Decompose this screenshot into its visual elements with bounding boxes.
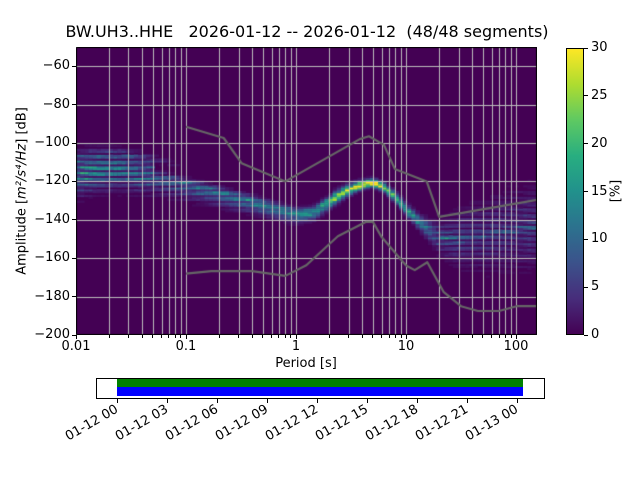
x-axis-minor-tick [458,335,460,338]
x-axis-minor-tick [218,335,220,338]
colorbar-tick-label: 15 [591,183,608,199]
timeline-tick-label: 01-12 06 [162,402,221,445]
timeline-tick-label: 01-12 18 [362,402,421,445]
colorbar-tick-label: 25 [591,87,608,103]
colorbar-tick-label: 0 [591,327,600,342]
coverage-data-bar [117,379,523,387]
y-axis-tick [72,296,76,298]
x-axis-major-tick [295,335,297,339]
chart-title: BW.UH3..HHE 2026-01-12 -- 2026-01-12 (48… [65,22,549,41]
y-axis-tick-label: −160 [34,250,70,266]
x-axis-tick-label: 1 [291,339,301,354]
x-axis-tick-label: 0.01 [61,339,91,354]
y-axis-tick-label: −100 [34,135,70,150]
x-axis-minor-tick [284,335,286,338]
timeline-tick-label: 01-12 15 [312,402,371,445]
y-axis-tick [72,65,76,67]
x-axis-minor-tick [388,335,390,338]
colorbar-tick [584,238,588,240]
x-axis-major-tick [185,335,187,339]
timeline-tick [266,399,268,403]
timeline-tick-label: 01-12 03 [112,402,171,445]
x-axis-minor-tick [400,335,402,338]
y-axis-tick [72,180,76,182]
x-axis-major-tick [75,335,77,339]
x-axis-minor-tick [491,335,493,338]
x-axis-minor-tick [161,335,163,338]
x-axis-minor-tick [251,335,253,338]
ppsd-heatmap-plot [76,47,537,335]
colorbar-tick [584,191,588,192]
x-axis-minor-tick [238,335,239,338]
timeline-tick-label: 01-12 12 [262,402,321,445]
y-axis-tick [72,219,76,221]
x-axis-tick-label: 10 [397,339,415,354]
colorbar-tick-label: 5 [591,279,600,295]
timeline-tick-label: 01-12 21 [412,402,471,445]
x-axis-minor-tick [482,335,484,338]
x-axis-minor-tick [394,335,396,338]
y-axis-tick [72,104,76,106]
x-axis-major-tick [405,335,407,339]
colorbar-tick-label: 30 [591,40,608,55]
x-axis-minor-tick [471,335,473,338]
timeline-tick [516,399,518,403]
x-axis-label: Period [s] [275,356,337,371]
timeline-tick [216,399,218,403]
x-axis-minor-tick [278,335,280,338]
x-axis-minor-tick [271,335,273,338]
y-axis-tick-label: −180 [34,288,70,304]
colorbar-tick [584,95,588,97]
x-axis-minor-tick [361,335,363,338]
x-axis-minor-tick [510,335,512,338]
y-axis-tick [72,334,76,336]
x-axis-minor-tick [108,335,110,338]
x-axis-minor-tick [174,335,176,338]
colorbar-tick [584,334,588,336]
timeline-tick [116,399,118,403]
timeline-tick [416,399,418,403]
colorbar-tick [584,47,588,49]
timeline-tick [466,399,468,403]
x-axis-minor-tick [372,335,374,338]
x-axis-minor-tick [168,335,170,338]
y-axis-tick-label: −140 [34,211,70,227]
colorbar [566,48,584,335]
colorbar-label: [%] [608,179,624,203]
x-axis-tick-label: 100 [503,339,529,354]
x-axis-minor-tick [180,335,182,338]
x-axis-minor-tick [152,335,154,338]
colorbar-tick-label: 20 [591,135,608,151]
x-axis-major-tick [515,335,517,339]
timeline-tick [366,399,368,403]
x-axis-minor-tick [348,335,350,338]
y-axis-tick [72,257,76,259]
timeline-tick-label: 01-13 00 [462,402,521,445]
x-axis-minor-tick [262,335,264,338]
timeline-tick [166,399,168,403]
y-axis-tick-label: −60 [42,58,70,74]
y-axis-label-units: m²/s⁴/Hz [14,143,30,199]
x-axis-minor-tick [381,335,383,338]
x-axis-minor-tick [290,335,292,338]
y-axis-tick-label: −80 [42,96,70,112]
x-axis-minor-tick [328,335,330,338]
x-axis-minor-tick [127,335,129,338]
colorbar-tick [584,286,588,288]
colorbar-tick-label: 10 [591,231,608,247]
y-axis-tick-label: −200 [34,327,70,342]
y-axis-tick-label: −120 [34,173,70,189]
x-axis-minor-tick [504,335,506,338]
x-axis-minor-tick [438,335,440,338]
x-axis-minor-tick [141,335,143,338]
y-axis-tick [72,142,76,144]
x-axis-minor-tick [498,335,500,338]
timeline-tick-label: 01-12 00 [62,402,121,445]
timeline-tick-label: 01-12 09 [212,402,271,445]
coverage-segments-bar [117,386,523,396]
x-axis-tick-label: 0.1 [175,339,197,354]
colorbar-tick [584,143,588,145]
timeline-tick [316,399,318,403]
